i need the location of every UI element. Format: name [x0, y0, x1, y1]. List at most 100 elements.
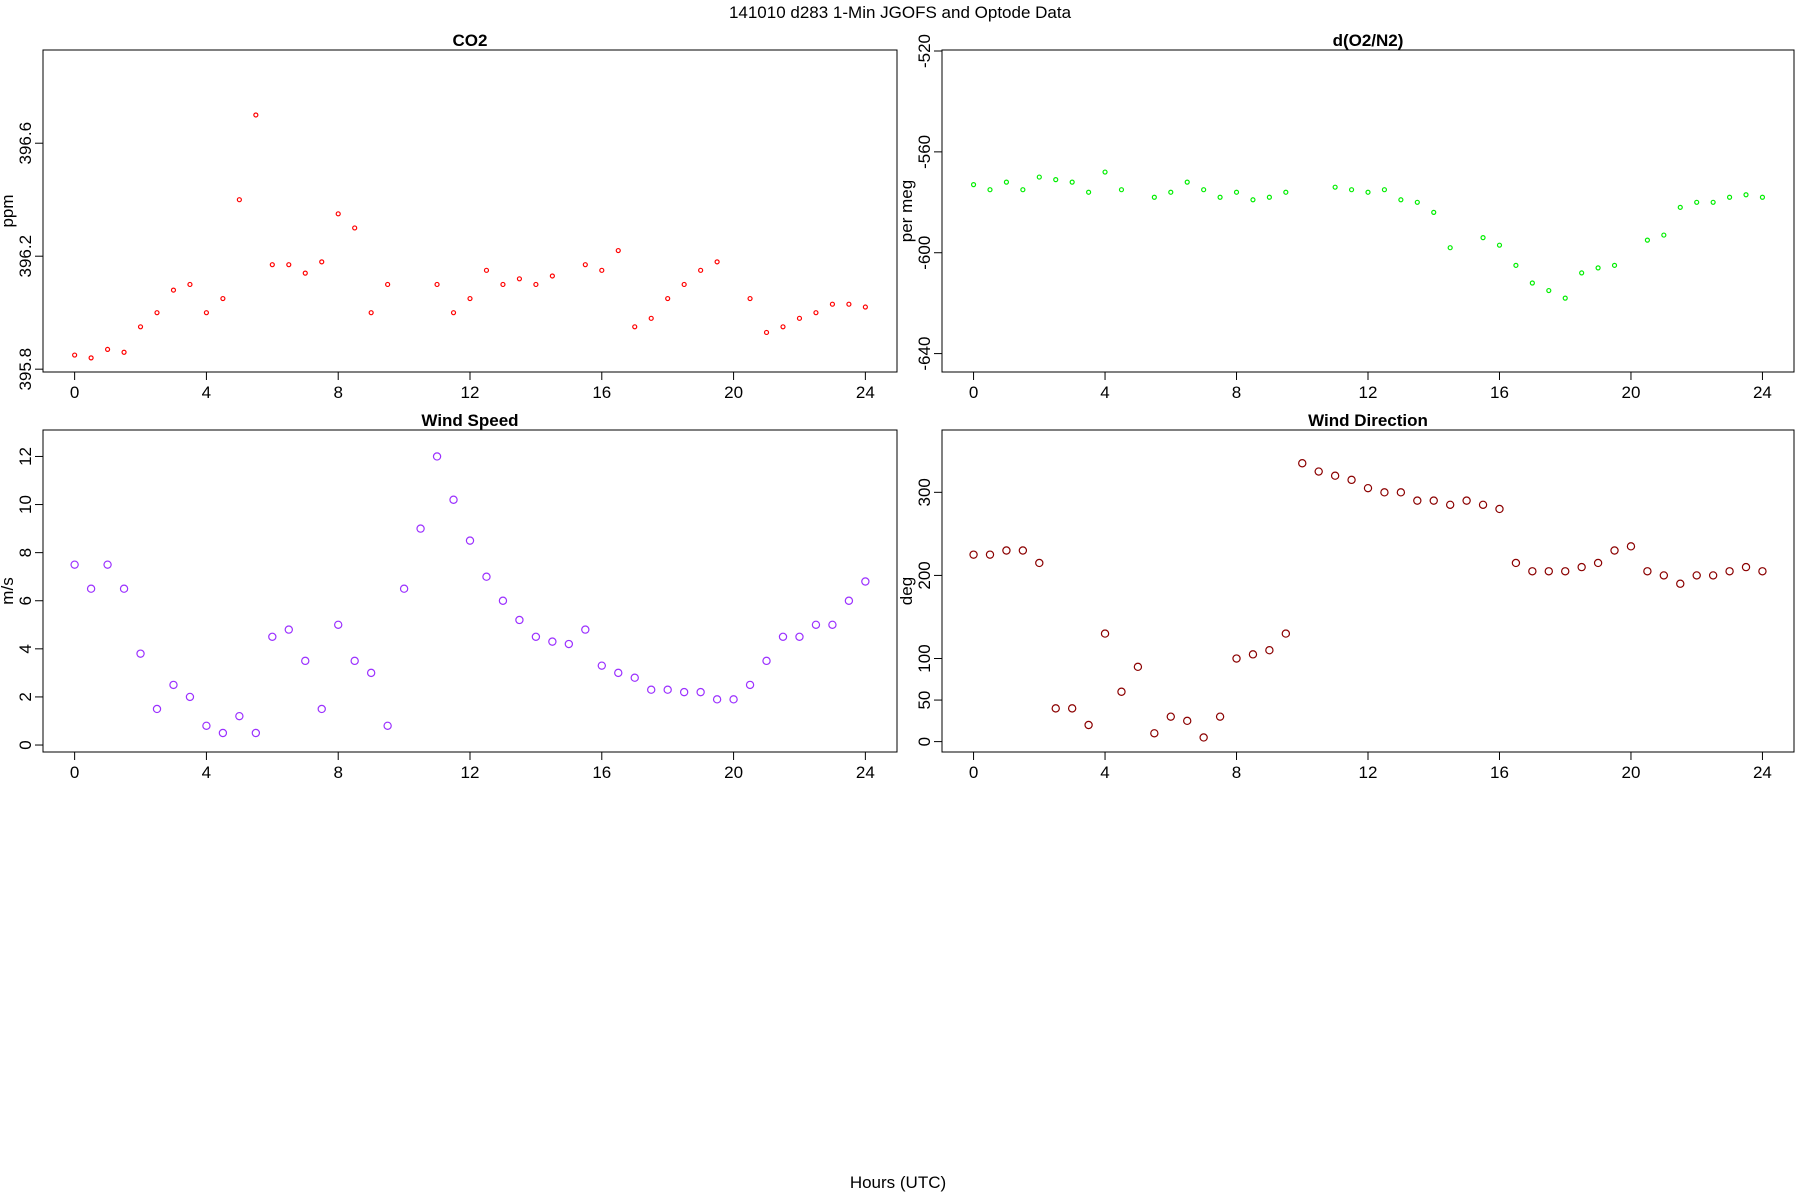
- data-point: [1332, 184, 1338, 190]
- data-point: [1067, 704, 1077, 713]
- data-point: [170, 287, 177, 293]
- data-point: [220, 295, 226, 302]
- data-point: [1266, 194, 1272, 200]
- data-point: [1692, 571, 1701, 580]
- data-point: [218, 728, 228, 738]
- data-point: [614, 668, 623, 678]
- data-point: [465, 536, 475, 545]
- x-tick-label: 20: [1622, 383, 1641, 402]
- data-point: [1020, 187, 1026, 193]
- x-tick-label: 0: [969, 763, 978, 782]
- data-point: [432, 452, 442, 461]
- data-point: [202, 721, 211, 730]
- y-tick-label: 50: [915, 691, 934, 710]
- data-point: [1133, 662, 1143, 672]
- panel-title: CO2: [453, 31, 488, 50]
- y-tick-label: -600: [915, 236, 934, 270]
- data-point: [861, 577, 870, 586]
- x-tick-label: 8: [1232, 383, 1241, 402]
- data-point: [1330, 471, 1340, 480]
- data-point: [1579, 270, 1585, 276]
- data-point: [1053, 177, 1059, 183]
- data-point: [778, 632, 788, 642]
- data-point: [599, 267, 605, 273]
- data-point: [368, 310, 374, 316]
- data-point: [1398, 197, 1404, 203]
- x-tick-label: 12: [461, 383, 480, 402]
- x-tick-label: 0: [969, 383, 978, 402]
- data-point: [187, 281, 193, 288]
- data-point: [1513, 262, 1519, 268]
- y-axis-label: m/s: [0, 577, 17, 604]
- data-point: [1759, 194, 1766, 200]
- y-tick-label: -520: [915, 34, 934, 68]
- data-point: [1677, 204, 1683, 210]
- data-point: [1659, 571, 1669, 580]
- x-tick-label: 16: [592, 383, 611, 402]
- data-point: [482, 572, 491, 581]
- data-point: [86, 584, 96, 593]
- data-point: [399, 584, 409, 593]
- data-point: [1018, 546, 1028, 555]
- x-tick-label: 4: [1100, 383, 1109, 402]
- data-point: [1413, 496, 1422, 505]
- data-point: [235, 711, 244, 721]
- plot-frame: [941, 429, 1795, 753]
- x-tick-label: 12: [1359, 383, 1378, 402]
- x-tick-label: 24: [856, 763, 875, 782]
- data-point: [1644, 237, 1650, 243]
- data-point: [763, 329, 770, 336]
- data-point: [1611, 262, 1618, 268]
- data-point: [1281, 629, 1291, 638]
- x-tick-label: 16: [592, 763, 611, 782]
- data-point: [1414, 199, 1420, 205]
- y-tick-label: 396.6: [16, 122, 35, 165]
- y-axis-label: ppm: [0, 194, 17, 227]
- x-axis-label: Hours (UTC): [850, 1173, 946, 1192]
- data-point: [1233, 189, 1240, 195]
- data-point: [366, 668, 376, 678]
- data-point: [1462, 496, 1471, 505]
- data-point: [483, 267, 490, 273]
- data-point: [416, 524, 425, 533]
- data-point: [185, 692, 195, 702]
- data-point: [1084, 720, 1093, 730]
- y-tick-label: 8: [16, 548, 35, 557]
- data-point: [1118, 187, 1125, 193]
- data-point: [434, 281, 440, 288]
- data-point: [1166, 712, 1175, 721]
- data-point: [581, 625, 590, 634]
- data-point: [1447, 245, 1453, 251]
- data-point: [780, 324, 786, 330]
- data-point: [500, 281, 506, 288]
- data-point: [1577, 562, 1586, 572]
- x-tick-label: 4: [202, 763, 211, 782]
- y-tick-label: -640: [915, 337, 934, 371]
- x-tick-label: 0: [70, 383, 79, 402]
- data-point: [1741, 562, 1751, 572]
- data-point: [383, 721, 392, 730]
- x-tick-label: 0: [70, 763, 79, 782]
- x-tick-label: 16: [1490, 763, 1509, 782]
- data-point: [1381, 187, 1388, 193]
- data-point: [712, 695, 722, 704]
- data-point: [152, 704, 162, 714]
- plot-frame: [941, 49, 1795, 373]
- x-tick-label: 12: [1359, 763, 1378, 782]
- data-point: [1478, 500, 1488, 509]
- data-point: [762, 656, 771, 666]
- data-point: [1248, 650, 1258, 659]
- data-point: [302, 270, 308, 276]
- data-point: [1100, 629, 1110, 638]
- y-tick-label: 395.8: [16, 348, 35, 391]
- data-point: [1184, 179, 1190, 185]
- data-point: [1758, 567, 1767, 576]
- data-point: [1610, 546, 1619, 555]
- y-tick-label: 12: [16, 447, 35, 466]
- data-point: [352, 225, 358, 231]
- data-point: [1283, 189, 1289, 195]
- data-point: [269, 262, 275, 268]
- x-tick-label: 24: [1753, 383, 1772, 402]
- data-point: [630, 673, 639, 682]
- data-point: [498, 596, 508, 605]
